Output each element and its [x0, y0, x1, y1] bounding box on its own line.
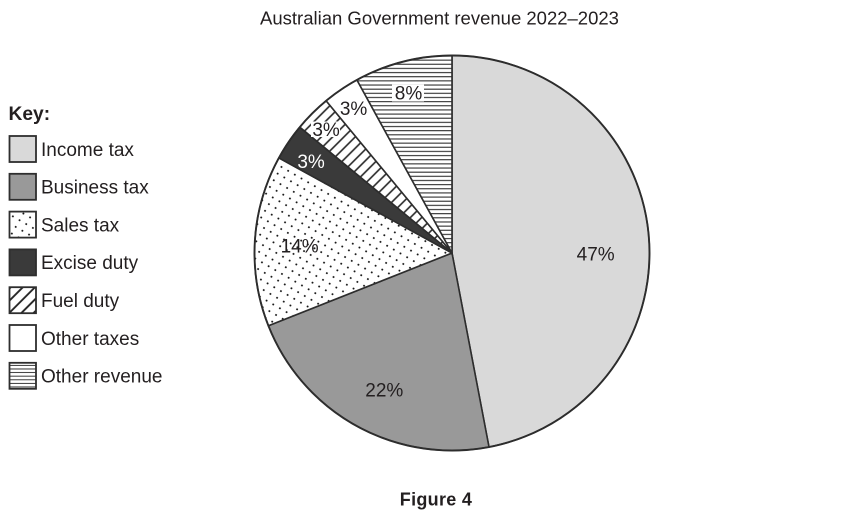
svg-text:8%: 8%	[395, 84, 423, 105]
svg-text:Income tax: Income tax	[41, 140, 134, 161]
svg-text:22%: 22%	[365, 380, 403, 401]
svg-text:47%: 47%	[577, 244, 615, 265]
svg-text:3%: 3%	[340, 99, 368, 120]
svg-text:Sales tax: Sales tax	[41, 215, 120, 236]
svg-text:3%: 3%	[312, 120, 340, 141]
svg-text:Excise duty: Excise duty	[41, 253, 139, 274]
svg-text:Figure 4: Figure 4	[400, 489, 472, 509]
svg-text:Business tax: Business tax	[41, 178, 149, 199]
svg-text:Other revenue: Other revenue	[41, 367, 162, 388]
svg-text:Other taxes: Other taxes	[41, 329, 139, 350]
svg-text:3%: 3%	[297, 152, 325, 173]
svg-text:Fuel duty: Fuel duty	[41, 291, 120, 312]
svg-text:Key:: Key:	[9, 104, 51, 125]
svg-text:14%: 14%	[281, 236, 319, 257]
svg-text:Australian Government revenue: Australian Government revenue 2022–2023	[260, 8, 619, 29]
